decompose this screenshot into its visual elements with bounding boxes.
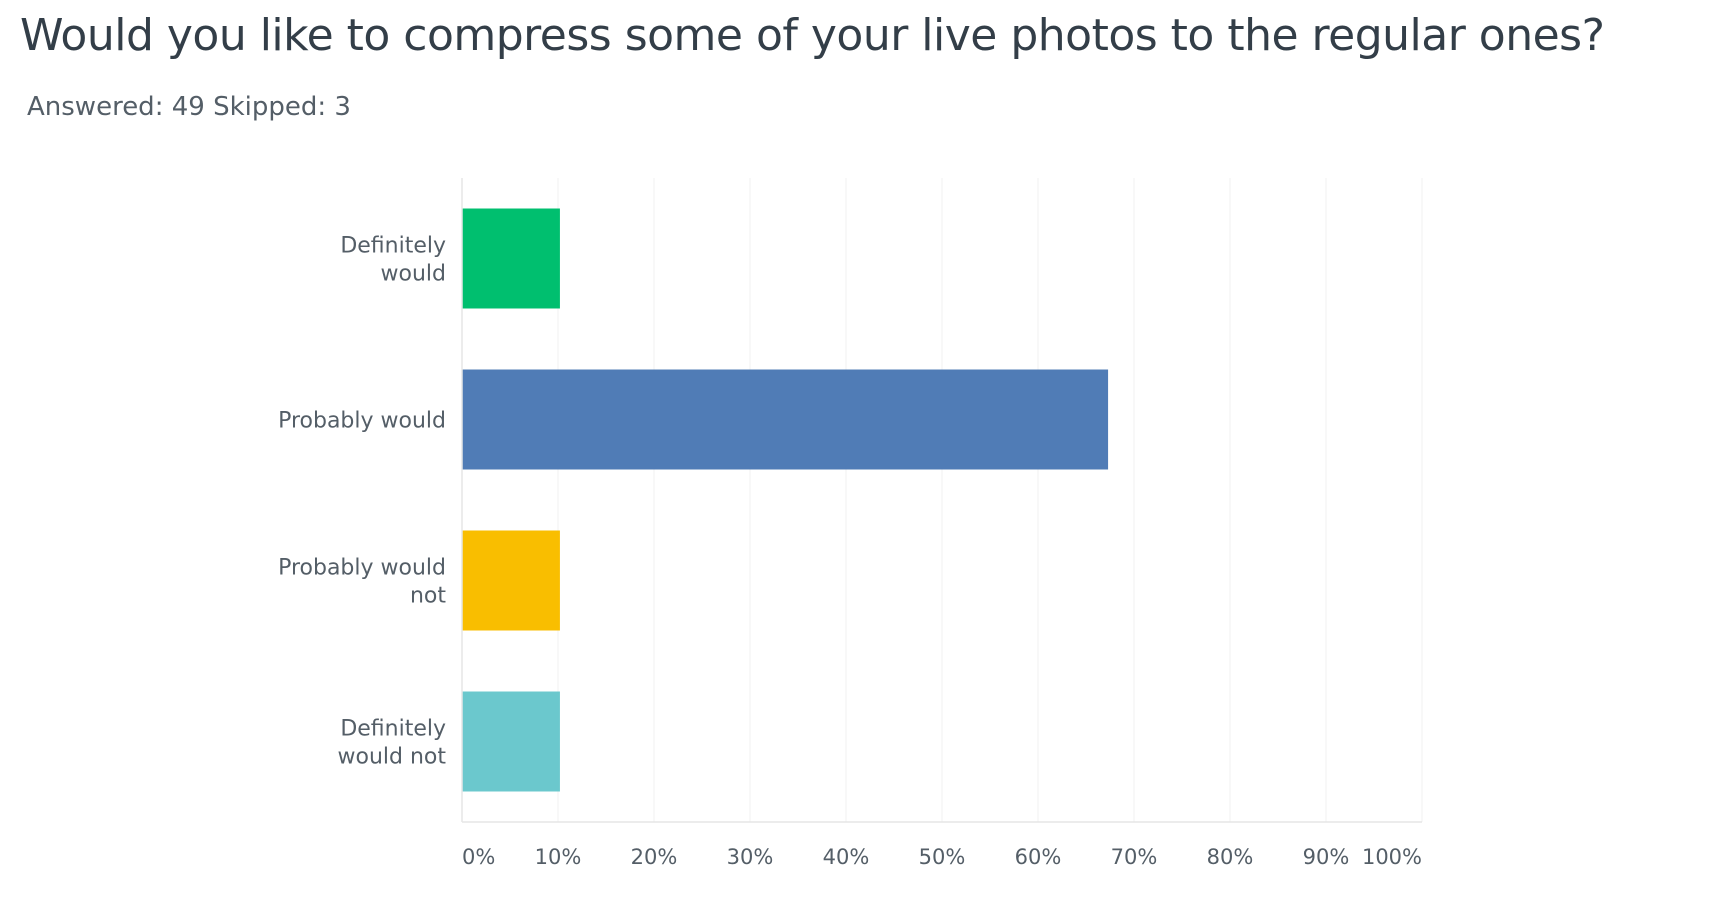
x-tick-label: 60% <box>1015 845 1062 869</box>
bars <box>462 208 1109 792</box>
skipped-count: 3 <box>334 92 351 122</box>
category-label-line: Probably would <box>278 409 446 434</box>
category-label-line: not <box>410 584 446 609</box>
x-axis-ticks: 0% 10% 20% 30% 40% 50% 60% 70% 80% 90% 100% <box>462 845 1422 869</box>
axes <box>461 178 1422 823</box>
bar[interactable] <box>462 208 560 309</box>
bar[interactable] <box>462 530 560 631</box>
answered-count: 49 <box>171 92 205 122</box>
category-label: Definitely would <box>340 234 446 287</box>
x-tick-label: 10% <box>535 845 582 869</box>
x-tick-label: 80% <box>1207 845 1254 869</box>
skipped-label: Skipped: <box>213 92 327 122</box>
category-label-line: Definitely <box>340 234 446 259</box>
category-label: Probably would <box>278 409 446 434</box>
category-label: Probably would not <box>278 556 446 609</box>
response-summary: Answered: 49 Skipped: 3 <box>27 90 351 124</box>
category-label-line: Definitely <box>340 717 446 742</box>
category-label-line: would not <box>338 745 447 770</box>
x-tick-label: 40% <box>823 845 870 869</box>
answered-label: Answered: <box>27 92 164 122</box>
x-tick-label: 70% <box>1111 845 1158 869</box>
x-tick-label: 100% <box>1362 845 1422 869</box>
x-tick-label: 30% <box>727 845 774 869</box>
category-label-line: Probably would <box>278 556 446 581</box>
x-tick-label: 0% <box>462 845 495 869</box>
gridlines <box>557 178 1423 822</box>
x-tick-label: 50% <box>919 845 966 869</box>
bar[interactable] <box>462 691 560 792</box>
category-label: Definitely would not <box>338 717 447 770</box>
x-tick-label: 90% <box>1303 845 1350 869</box>
question-title: Would you like to compress some of your … <box>20 10 1605 61</box>
x-tick-label: 20% <box>631 845 678 869</box>
bar[interactable] <box>462 369 1109 470</box>
category-label-line: would <box>381 262 446 287</box>
